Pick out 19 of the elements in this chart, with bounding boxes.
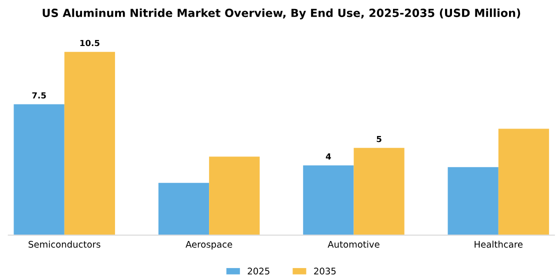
data-label: 7.5 — [32, 92, 46, 99]
data-label: 10.5 — [80, 40, 100, 46]
bar — [448, 167, 498, 236]
legend-label: 2035 — [314, 268, 336, 275]
chart-title: US Aluminum Nitride Market Overview, By End Use, 2025-2035 (USD Million) — [42, 8, 520, 20]
bar — [158, 182, 210, 236]
x-tick-label: Healthcare — [474, 240, 523, 248]
data-label: 4 — [326, 153, 331, 160]
x-tick-label: Automotive — [328, 240, 380, 248]
bar — [14, 104, 64, 236]
bar — [303, 165, 354, 236]
bar — [498, 128, 550, 236]
data-label: 5 — [376, 136, 382, 142]
x-tick-label: Semiconductors — [28, 240, 100, 248]
bar — [354, 148, 404, 236]
legend-label: 2025 — [248, 268, 270, 275]
bar — [64, 52, 116, 236]
x-tick-label: Aerospace — [186, 241, 232, 250]
bar — [209, 156, 260, 236]
